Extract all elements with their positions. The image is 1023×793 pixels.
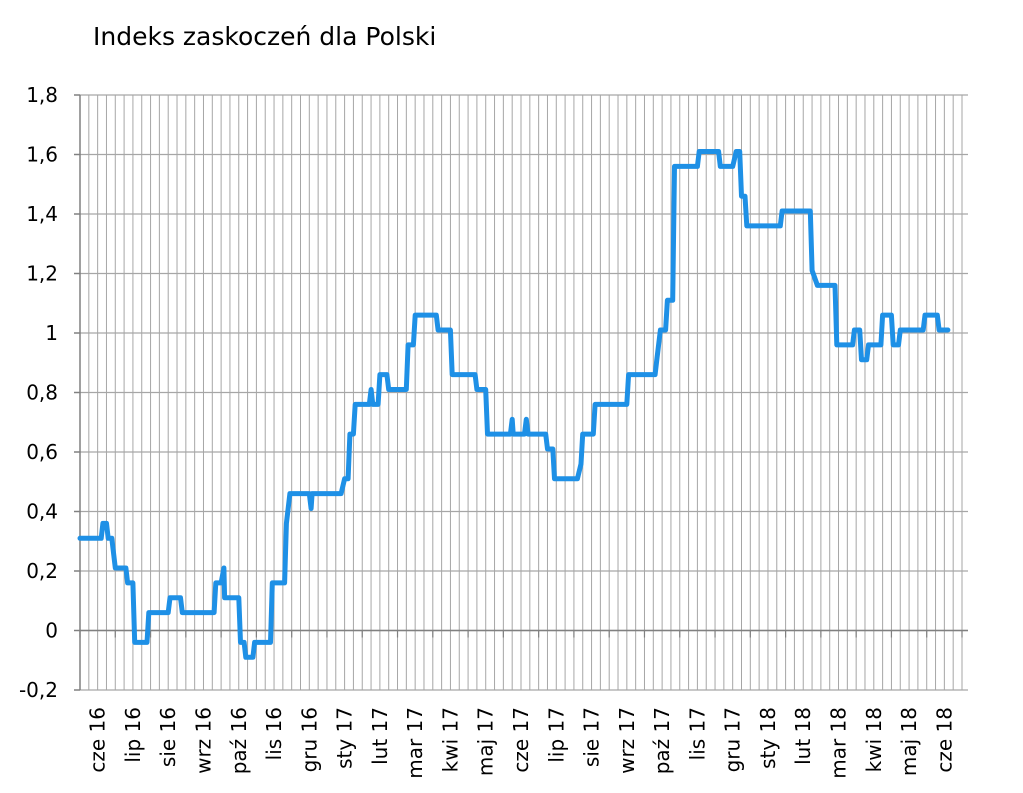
x-tick-label: cze 16 xyxy=(86,707,110,773)
y-tick-label: 1,6 xyxy=(26,143,58,167)
horizontal-gridlines xyxy=(80,94,968,691)
x-tick-label: paź 16 xyxy=(227,707,251,774)
x-tick-label: lip 16 xyxy=(121,707,145,763)
x-tick-label: mar 17 xyxy=(403,707,427,779)
y-axis-tick-labels: -0,2 0 0,2 0,4 0,6 0,8 1 1,2 1,4 1,6 1,8 xyxy=(19,83,58,702)
y-tick-label: 1 xyxy=(45,321,58,345)
x-tick-label: kwi 17 xyxy=(438,707,462,772)
x-tick-label: mar 18 xyxy=(827,707,851,779)
x-tick-label: lis 17 xyxy=(685,707,709,760)
x-tick-label: sie 16 xyxy=(156,707,180,767)
x-tick-label: paź 17 xyxy=(650,707,674,774)
x-tick-label: maj 17 xyxy=(474,707,498,776)
y-tick-label: 1,8 xyxy=(26,83,58,107)
x-tick-label: gru 16 xyxy=(297,707,321,772)
chart-title: Indeks zaskoczeń dla Polski xyxy=(93,22,437,51)
y-tick-label: 0,6 xyxy=(26,440,58,464)
x-tick-label: lis 16 xyxy=(262,707,286,760)
x-tick-label: lut 17 xyxy=(368,707,392,765)
axes xyxy=(74,94,968,691)
series-line xyxy=(77,149,951,660)
x-tick-label: sty 17 xyxy=(333,707,357,769)
y-tick-label: 0,8 xyxy=(26,381,58,405)
series-group xyxy=(77,149,951,660)
x-tick-label: wrz 16 xyxy=(191,707,215,774)
x-tick-label: wrz 17 xyxy=(615,707,639,774)
y-tick-label: -0,2 xyxy=(19,678,58,702)
x-tick-label: maj 18 xyxy=(897,707,921,776)
x-tick-label: gru 17 xyxy=(721,707,745,772)
x-tick-label: lip 17 xyxy=(544,707,568,763)
y-tick-label: 1,4 xyxy=(26,202,58,226)
y-tick-label: 0 xyxy=(45,619,58,643)
x-tick-label: cze 18 xyxy=(932,707,956,773)
x-tick-label: lut 18 xyxy=(791,707,815,765)
y-tick-label: 0,2 xyxy=(26,559,58,583)
x-tick-label: cze 17 xyxy=(509,707,533,773)
y-tick-label: 1,2 xyxy=(26,262,58,286)
y-tick-label: 0,4 xyxy=(26,500,58,524)
x-tick-label: sty 18 xyxy=(756,707,780,769)
x-axis-tick-labels: cze 16 lip 16 sie 16 wrz 16 paź 16 lis 16 gru … xyxy=(86,707,957,779)
x-tick-label: sie 17 xyxy=(580,707,604,767)
x-tick-label: kwi 18 xyxy=(862,707,886,772)
